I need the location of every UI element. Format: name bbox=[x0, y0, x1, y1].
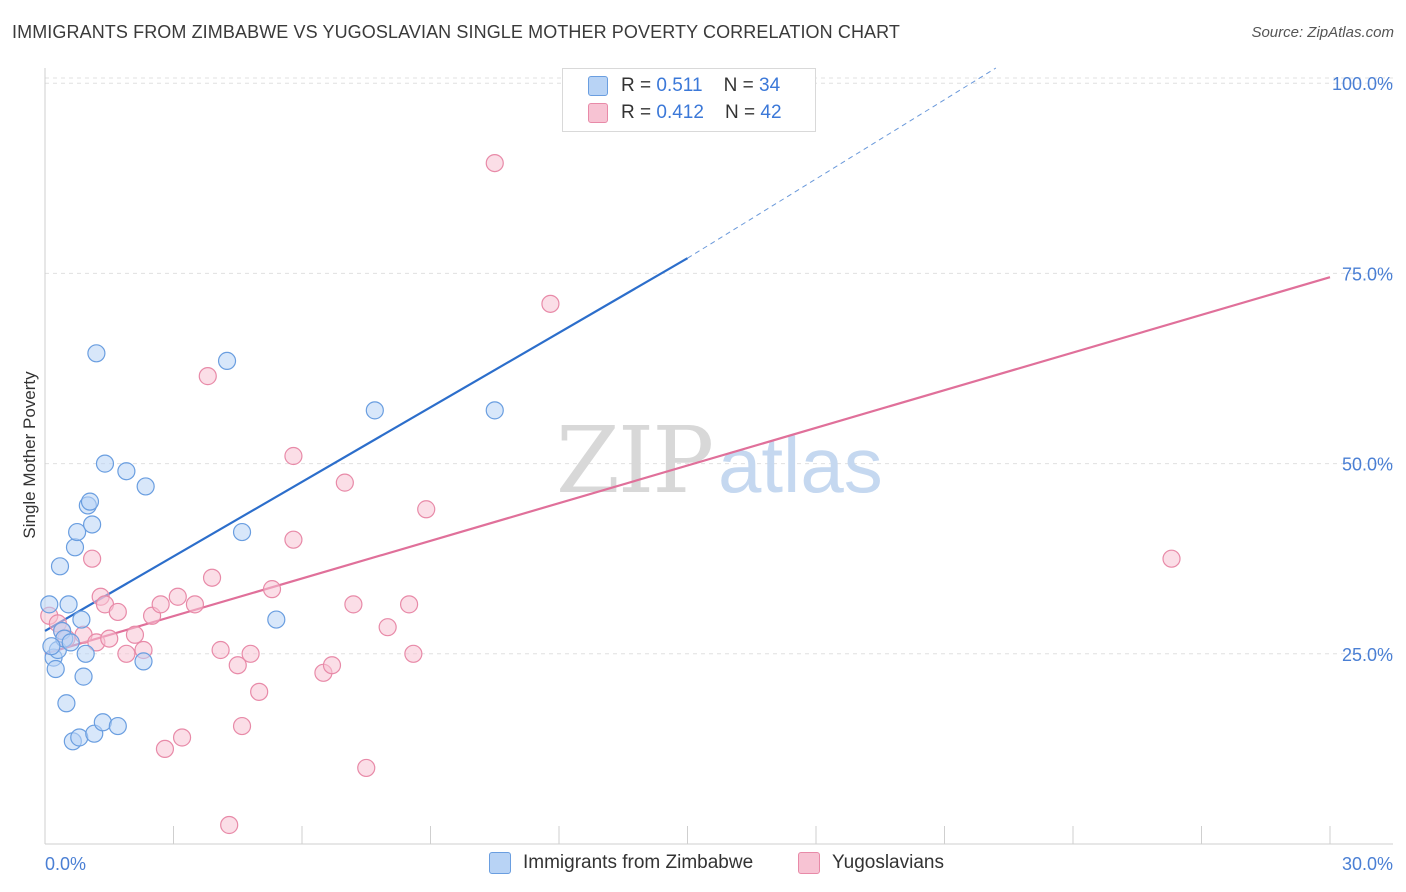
point-zimbabwe bbox=[57, 694, 76, 713]
y-axis-label: Single Mother Poverty bbox=[20, 371, 39, 539]
point-zimbabwe bbox=[108, 716, 127, 736]
watermark-atlas: atlas bbox=[718, 421, 883, 509]
legend-label-zimbabwe: Immigrants from Zimbabwe bbox=[523, 852, 754, 873]
point-zimbabwe bbox=[50, 557, 70, 576]
point-zimbabwe bbox=[46, 659, 65, 679]
point-zimbabwe bbox=[93, 713, 112, 732]
point-yugoslavians bbox=[151, 595, 170, 614]
point-yugoslavians bbox=[168, 587, 187, 606]
point-yugoslavians bbox=[172, 728, 192, 747]
point-zimbabwe bbox=[232, 522, 252, 542]
point-zimbabwe bbox=[485, 401, 504, 420]
y-tick-label: 50.0% bbox=[1342, 455, 1393, 475]
legend-row-yugoslavians: R = 0.412 N = 42 bbox=[588, 100, 782, 126]
tick-labels: 25.0% 50.0% 75.0% 100.0% 0.0% 30.0% bbox=[45, 74, 1393, 874]
point-zimbabwe bbox=[117, 462, 136, 481]
x-tick-label: 30.0% bbox=[1342, 854, 1393, 874]
data-points bbox=[40, 153, 1181, 835]
chart-title: IMMIGRANTS FROM ZIMBABWE VS YUGOSLAVIAN … bbox=[12, 22, 901, 42]
watermark: ZIP atlas bbox=[556, 407, 883, 514]
point-yugoslavians bbox=[185, 595, 205, 614]
legend-swatch-pink bbox=[798, 852, 820, 874]
point-zimbabwe bbox=[72, 610, 91, 629]
legend-swatch-blue bbox=[489, 852, 511, 874]
point-zimbabwe bbox=[83, 515, 102, 534]
point-yugoslavians bbox=[541, 294, 560, 313]
point-yugoslavians bbox=[335, 473, 354, 492]
legend-item-yugoslavians: Yugoslavians bbox=[798, 852, 944, 874]
point-yugoslavians bbox=[1162, 549, 1181, 568]
point-zimbabwe bbox=[70, 728, 89, 747]
trend-line-zimbabwe-extension bbox=[687, 67, 997, 259]
legend-item-zimbabwe: Immigrants from Zimbabwe bbox=[489, 852, 753, 874]
point-yugoslavians bbox=[284, 446, 303, 466]
point-yugoslavians bbox=[100, 629, 119, 648]
point-yugoslavians bbox=[344, 595, 363, 614]
trend-line-yugoslavians bbox=[44, 276, 1331, 655]
point-yugoslavians bbox=[378, 618, 397, 637]
point-yugoslavians bbox=[404, 644, 423, 663]
point-zimbabwe bbox=[217, 351, 237, 371]
point-yugoslavians bbox=[417, 500, 436, 519]
point-zimbabwe bbox=[87, 344, 106, 363]
correlation-legend: R = 0.511 N = 34 R = 0.412 N = 42 bbox=[562, 68, 816, 132]
source-label: Source: ZipAtlas.com bbox=[1251, 24, 1394, 41]
point-zimbabwe bbox=[74, 667, 93, 686]
r-value: 0.412 bbox=[656, 102, 704, 123]
point-yugoslavians bbox=[198, 367, 217, 386]
point-yugoslavians bbox=[250, 682, 269, 701]
point-yugoslavians bbox=[357, 758, 376, 778]
legend-row-zimbabwe: R = 0.511 N = 34 bbox=[588, 73, 781, 99]
point-yugoslavians bbox=[211, 640, 230, 660]
point-yugoslavians bbox=[202, 568, 222, 587]
x-tick-label: 0.0% bbox=[45, 854, 86, 874]
point-yugoslavians bbox=[241, 644, 260, 663]
trend-line-zimbabwe bbox=[44, 257, 689, 632]
y-tick-label: 100.0% bbox=[1332, 74, 1393, 94]
point-yugoslavians bbox=[228, 656, 247, 675]
point-zimbabwe bbox=[76, 644, 95, 663]
point-yugoslavians bbox=[262, 580, 282, 599]
series-legend: Immigrants from Zimbabwe Yugoslavians bbox=[0, 850, 1406, 880]
point-zimbabwe bbox=[68, 522, 87, 542]
point-yugoslavians bbox=[284, 530, 303, 549]
trend-lines bbox=[44, 67, 1331, 655]
point-zimbabwe bbox=[61, 633, 80, 652]
point-yugoslavians bbox=[232, 716, 252, 736]
point-yugoslavians bbox=[83, 549, 102, 568]
point-yugoslavians bbox=[125, 625, 145, 644]
point-zimbabwe bbox=[65, 538, 85, 557]
point-yugoslavians bbox=[322, 656, 342, 675]
r-label: R = bbox=[621, 102, 657, 123]
n-label: N = bbox=[723, 75, 760, 96]
legend-label-yugoslavians: Yugoslavians bbox=[832, 852, 944, 873]
point-zimbabwe bbox=[40, 595, 59, 614]
point-zimbabwe bbox=[267, 610, 286, 629]
point-zimbabwe bbox=[42, 637, 61, 656]
legend-swatch-blue bbox=[588, 76, 608, 96]
y-tick-label: 25.0% bbox=[1342, 645, 1393, 665]
y-tick-label: 75.0% bbox=[1342, 264, 1393, 284]
point-zimbabwe bbox=[136, 477, 155, 496]
axes bbox=[44, 68, 1393, 845]
n-value: 34 bbox=[759, 75, 781, 96]
grid-lines bbox=[45, 77, 1393, 655]
point-yugoslavians bbox=[220, 815, 239, 835]
r-label: R = bbox=[621, 75, 657, 96]
r-value: 0.511 bbox=[656, 75, 703, 96]
point-zimbabwe bbox=[95, 454, 115, 473]
point-zimbabwe bbox=[134, 652, 153, 671]
point-yugoslavians bbox=[108, 602, 127, 622]
point-yugoslavians bbox=[399, 595, 419, 614]
legend-swatch-pink bbox=[588, 103, 608, 123]
point-yugoslavians bbox=[485, 153, 504, 173]
point-yugoslavians bbox=[155, 739, 175, 759]
point-zimbabwe bbox=[59, 595, 78, 614]
point-zimbabwe bbox=[80, 492, 100, 511]
point-zimbabwe bbox=[365, 401, 384, 420]
n-label: N = bbox=[725, 102, 761, 123]
n-value: 42 bbox=[760, 102, 782, 123]
point-yugoslavians bbox=[117, 644, 136, 663]
